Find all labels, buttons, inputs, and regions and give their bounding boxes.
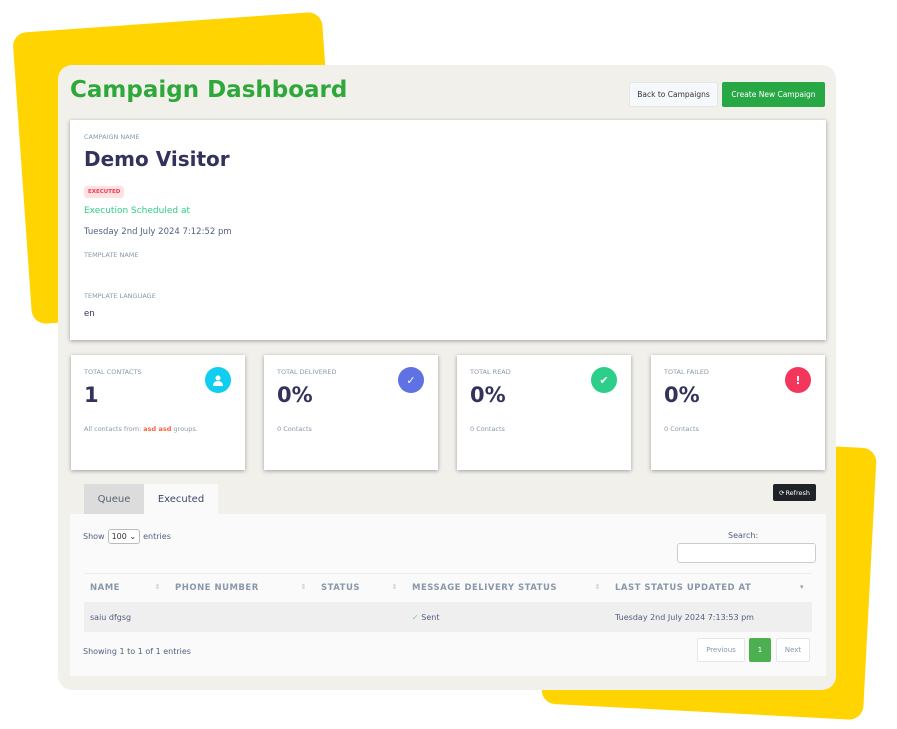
stat-sub: 0 Contacts — [277, 425, 312, 433]
sort-desc-icon: ▾ — [799, 582, 804, 591]
cell-delivery: ✓ Sent — [406, 613, 609, 622]
page-title: Campaign Dashboard — [70, 77, 348, 103]
entries-length: Show 100 ⌄ entries — [83, 529, 171, 544]
stat-value: 0% — [470, 383, 506, 407]
entries-value: 100 — [111, 532, 127, 541]
check-icon: ✓ — [398, 367, 424, 393]
stat-label: TOTAL DELIVERED — [277, 368, 337, 376]
cell-updated: Tuesday 2nd July 2024 7:13:53 pm — [615, 612, 754, 622]
stat-value: 0% — [277, 383, 313, 407]
executed-table-panel: Show 100 ⌄ entries Search: NAME ⇕ PHONE N… — [70, 514, 826, 676]
show-label: Show — [83, 532, 105, 541]
search-label: Search: — [728, 531, 759, 540]
dashboard-panel: Campaign Dashboard Back to Campaigns Cre… — [58, 65, 836, 690]
exclamation-icon: ! — [785, 367, 811, 393]
column-header-status[interactable]: STATUS ⇕ — [321, 582, 398, 593]
stat-sub: 0 Contacts — [664, 425, 699, 433]
chevron-down-icon: ⌄ — [129, 532, 137, 541]
tab-queue[interactable]: Queue — [84, 484, 144, 514]
stat-card-failed: TOTAL FAILED 0% 0 Contacts ! — [651, 355, 825, 470]
tab-executed[interactable]: Executed — [144, 484, 218, 514]
next-page-button[interactable]: Next — [776, 638, 810, 662]
stat-sub-prefix: All contacts from: — [84, 425, 144, 433]
stat-label: TOTAL FAILED — [664, 368, 709, 376]
campaign-info-card: CAMPAIGN NAME Demo Visitor EXECUTED Exec… — [70, 120, 826, 340]
campaign-name: Demo Visitor — [84, 147, 230, 171]
sort-icon: ⇕ — [300, 582, 307, 591]
stat-sub-suffix: groups. — [171, 425, 198, 433]
stat-card-read: TOTAL READ 0% 0 Contacts ✔ — [457, 355, 631, 470]
previous-page-button[interactable]: Previous — [697, 638, 745, 662]
column-header-updated[interactable]: LAST STATUS UPDATED AT ▾ — [615, 582, 804, 593]
entries-label: entries — [143, 532, 171, 541]
check-icon: ✓ — [412, 612, 422, 622]
stat-value: 1 — [84, 383, 99, 407]
stat-card-contacts: TOTAL CONTACTS 1 All contacts from: asd … — [71, 355, 245, 470]
stat-card-delivered: TOTAL DELIVERED 0% 0 Contacts ✓ — [264, 355, 438, 470]
refresh-button[interactable]: ⟳ Refresh — [773, 484, 816, 501]
stat-sub: 0 Contacts — [470, 425, 505, 433]
back-to-campaigns-button[interactable]: Back to Campaigns — [629, 82, 718, 107]
template-language-label: TEMPLATE LANGUAGE — [84, 292, 156, 300]
column-header-delivery[interactable]: MESSAGE DELIVERY STATUS ⇕ — [412, 582, 601, 593]
cell-name: saiu dfgsg — [90, 612, 132, 622]
stat-value: 0% — [664, 383, 700, 407]
table-info: Showing 1 to 1 of 1 entries — [83, 647, 191, 656]
column-header-name[interactable]: NAME ⇕ — [90, 582, 161, 593]
stat-sub: All contacts from: asd asd groups. — [84, 425, 198, 433]
entries-select[interactable]: 100 ⌄ — [107, 529, 141, 544]
sort-icon: ⇕ — [594, 582, 601, 591]
table-header: NAME ⇕ PHONE NUMBER ⇕ STATUS ⇕ MESSAGE DELI… — [84, 573, 812, 601]
user-icon — [205, 367, 231, 393]
stat-label: TOTAL CONTACTS — [84, 368, 142, 376]
refresh-icon: ⟳ — [779, 488, 785, 497]
status-badge: EXECUTED — [84, 186, 125, 198]
template-name-label: TEMPLATE NAME — [84, 251, 139, 259]
delivery-status: Sent — [421, 612, 440, 622]
sort-icon: ⇕ — [154, 582, 161, 591]
double-check-icon: ✔ — [591, 367, 617, 393]
column-header-phone[interactable]: PHONE NUMBER ⇕ — [175, 582, 307, 593]
table-row: saiu dfgsg ✓ Sent Tuesday 2nd July 2024 … — [84, 602, 812, 632]
scheduled-label: Execution Scheduled at — [84, 206, 191, 216]
stat-label: TOTAL READ — [470, 368, 511, 376]
refresh-label: Refresh — [785, 488, 810, 497]
page-1-button[interactable]: 1 — [749, 638, 771, 662]
campaign-name-label: CAMPAIGN NAME — [84, 133, 140, 141]
scheduled-at: Tuesday 2nd July 2024 7:12:52 pm — [84, 227, 232, 237]
template-language: en — [84, 309, 95, 319]
group-name: asd asd — [143, 425, 172, 433]
create-campaign-button[interactable]: Create New Campaign — [722, 82, 825, 107]
sort-icon: ⇕ — [391, 582, 398, 591]
search-input[interactable] — [677, 543, 816, 563]
